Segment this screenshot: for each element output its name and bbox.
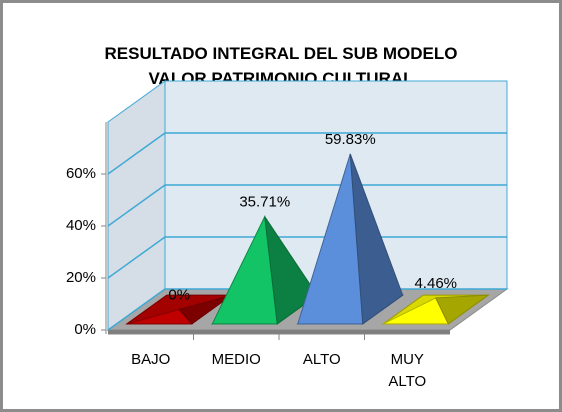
plot: 0% 20% 40% 60% BAJO 0% MEDIO 35.71% ALTO 59.83% MU… xyxy=(66,80,509,390)
x-tick-label: MEDIO xyxy=(212,351,261,368)
data-label: 59.83% xyxy=(325,131,376,148)
pyramid-side xyxy=(434,294,490,325)
x-tick-label: MUY ALTO xyxy=(388,351,426,390)
y-tick-label: 40% xyxy=(66,217,96,234)
grid-line xyxy=(107,132,507,175)
pyramid-side xyxy=(264,216,318,325)
pyramid xyxy=(296,153,405,325)
grid-line xyxy=(107,184,507,227)
pyramid-side xyxy=(349,153,404,325)
y-tick-label: 60% xyxy=(66,165,96,182)
y-tick-label: 20% xyxy=(66,269,96,286)
data-label: 4.46% xyxy=(414,275,457,292)
data-label: 35.71% xyxy=(239,194,290,211)
pyramid xyxy=(125,294,234,325)
data-label: 0% xyxy=(168,286,190,303)
pyramid xyxy=(210,214,319,325)
x-tick-label: ALTO xyxy=(303,351,341,368)
pyramid xyxy=(381,294,490,325)
pyramid-side xyxy=(178,294,232,325)
x-tick-label: BAJO xyxy=(131,351,170,368)
y-tick-label: 0% xyxy=(74,321,96,338)
floor-edge xyxy=(108,330,450,334)
grid-line xyxy=(107,236,507,279)
